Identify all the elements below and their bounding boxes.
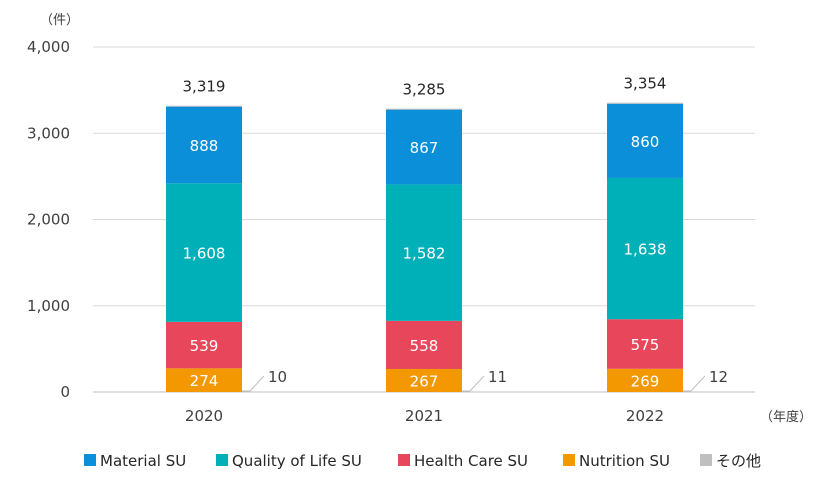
data-label: 558 xyxy=(410,337,439,355)
data-label: 1,608 xyxy=(183,245,226,263)
data-label-other: 11 xyxy=(488,368,507,386)
legend-swatch xyxy=(563,454,575,466)
bar-segment-quality-of-life-su xyxy=(166,183,242,322)
data-label: 1,582 xyxy=(403,245,446,263)
y-tick-label: 2,000 xyxy=(27,211,70,229)
bars: 274 539 1,608 888 3,319 10 267 558 1,582 867 3,285… xyxy=(166,75,728,392)
bar-group-2021: 267 558 1,582 867 3,285 11 xyxy=(386,81,507,392)
data-label: 269 xyxy=(631,372,660,390)
y-tick-label: 0 xyxy=(60,383,70,401)
bar-segment-material-su xyxy=(386,109,462,185)
bar-segment-nutrition-su xyxy=(607,368,683,392)
data-label: 539 xyxy=(190,337,219,355)
data-label-other: 10 xyxy=(268,368,287,386)
y-axis-unit: （件） xyxy=(40,13,79,28)
leader-line xyxy=(462,375,485,392)
legend-label: その他 xyxy=(716,452,761,470)
x-tick-label: 2020 xyxy=(185,407,223,425)
y-tick-label: 4,000 xyxy=(27,38,70,56)
legend-label: Quality of Life SU xyxy=(232,452,362,470)
bar-segment-other xyxy=(607,102,683,104)
bar-segment-quality-of-life-su xyxy=(607,177,683,320)
data-label: 860 xyxy=(631,133,660,151)
bar-segment-health-care-su xyxy=(607,319,683,369)
data-label-other: 12 xyxy=(709,368,728,386)
bar-segment-nutrition-su xyxy=(386,368,462,392)
legend: Material SU Quality of Life SU Health Care… xyxy=(84,452,761,470)
legend-swatch xyxy=(398,454,410,466)
legend-label: Material SU xyxy=(100,452,186,470)
y-tick-label: 3,000 xyxy=(27,124,70,142)
data-label: 274 xyxy=(190,372,219,390)
data-label: 267 xyxy=(410,372,439,390)
total-label: 3,319 xyxy=(183,78,226,96)
leader-line xyxy=(242,375,265,392)
total-label: 3,354 xyxy=(624,75,667,93)
total-label: 3,285 xyxy=(403,81,446,99)
x-tick-label: 2021 xyxy=(405,407,443,425)
x-tick-label: 2022 xyxy=(626,407,664,425)
legend-label: Health Care SU xyxy=(414,452,528,470)
bar-group-2020: 274 539 1,608 888 3,319 10 xyxy=(166,78,287,392)
x-axis-unit: （年度） xyxy=(760,409,812,425)
bar-segment-material-su xyxy=(166,106,242,184)
data-label: 888 xyxy=(190,137,219,155)
legend-swatch xyxy=(84,454,96,466)
leader-line xyxy=(683,375,706,392)
bar-segment-other xyxy=(386,108,462,110)
data-label: 575 xyxy=(631,336,660,354)
y-axis: 0 1,000 2,000 3,000 4,000 xyxy=(27,38,70,401)
bar-segment-material-su xyxy=(607,103,683,178)
bar-segment-quality-of-life-su xyxy=(386,184,462,321)
data-label: 1,638 xyxy=(624,241,667,259)
legend-swatch xyxy=(216,454,228,466)
bar-segment-other xyxy=(166,105,242,107)
data-label: 867 xyxy=(410,139,439,157)
bar-segment-nutrition-su xyxy=(166,368,242,392)
bar-segment-health-care-su xyxy=(166,321,242,369)
y-tick-label: 1,000 xyxy=(27,297,70,315)
legend-swatch xyxy=(700,454,712,466)
legend-label: Nutrition SU xyxy=(579,452,670,470)
x-axis: 2020 2021 2022 xyxy=(185,407,664,425)
bar-segment-health-care-su xyxy=(386,320,462,369)
bar-group-2022: 269 575 1,638 860 3,354 12 xyxy=(607,75,728,392)
